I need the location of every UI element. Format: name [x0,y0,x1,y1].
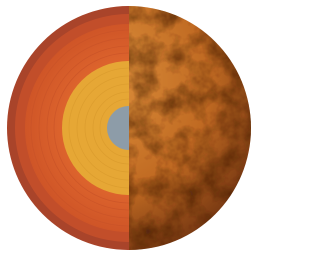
venus-cross-section [0,0,251,255]
page [0,0,251,255]
